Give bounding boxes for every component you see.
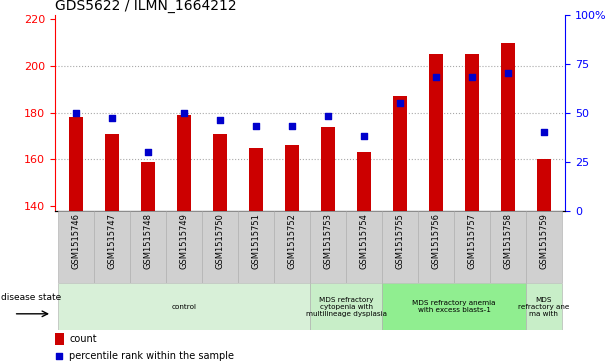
Bar <box>274 211 310 283</box>
Text: disease state: disease state <box>1 293 61 302</box>
Text: GSM1515747: GSM1515747 <box>108 213 117 269</box>
Bar <box>58 211 94 283</box>
Text: GSM1515746: GSM1515746 <box>72 213 81 269</box>
Bar <box>130 211 166 283</box>
Text: GSM1515751: GSM1515751 <box>252 213 261 269</box>
Text: MDS
refractory ane
ma with: MDS refractory ane ma with <box>518 297 570 317</box>
Bar <box>177 115 192 211</box>
Bar <box>202 211 238 283</box>
Text: GSM1515754: GSM1515754 <box>359 213 368 269</box>
Bar <box>69 117 83 211</box>
Text: count: count <box>69 334 97 344</box>
Point <box>287 123 297 129</box>
Point <box>55 353 64 359</box>
Bar <box>238 211 274 283</box>
Bar <box>537 159 551 211</box>
Point <box>71 110 81 115</box>
Text: GSM1515759: GSM1515759 <box>539 213 548 269</box>
Text: MDS refractory
cytopenia with
multilineage dysplasia: MDS refractory cytopenia with multilinea… <box>306 297 387 317</box>
Text: GSM1515748: GSM1515748 <box>143 213 153 269</box>
Bar <box>213 134 227 211</box>
Bar <box>55 333 64 345</box>
Text: GSM1515749: GSM1515749 <box>180 213 188 269</box>
Bar <box>310 211 346 283</box>
Point <box>323 114 333 119</box>
Point <box>539 129 549 135</box>
Bar <box>454 211 490 283</box>
Text: MDS refractory anemia
with excess blasts-1: MDS refractory anemia with excess blasts… <box>412 300 496 313</box>
Point <box>395 100 405 106</box>
Point <box>108 115 117 121</box>
Bar <box>346 211 382 283</box>
Bar <box>501 42 515 211</box>
Bar <box>526 283 562 330</box>
Text: GSM1515758: GSM1515758 <box>503 213 513 269</box>
Point <box>143 149 153 155</box>
Bar <box>382 283 526 330</box>
Text: control: control <box>171 304 197 310</box>
Text: GSM1515752: GSM1515752 <box>288 213 297 269</box>
Bar <box>382 211 418 283</box>
Bar <box>310 283 382 330</box>
Bar <box>321 127 335 211</box>
Bar <box>166 211 202 283</box>
Bar <box>418 211 454 283</box>
Point <box>431 74 441 80</box>
Point <box>179 110 189 115</box>
Text: GSM1515750: GSM1515750 <box>216 213 225 269</box>
Point <box>251 123 261 129</box>
Point <box>503 70 513 76</box>
Bar <box>357 152 371 211</box>
Bar <box>429 54 443 211</box>
Text: GSM1515755: GSM1515755 <box>395 213 404 269</box>
Point <box>215 118 225 123</box>
Bar <box>105 134 119 211</box>
Text: GDS5622 / ILMN_1664212: GDS5622 / ILMN_1664212 <box>55 0 237 13</box>
Bar <box>526 211 562 283</box>
Text: GSM1515756: GSM1515756 <box>432 213 440 269</box>
Bar <box>393 96 407 211</box>
Bar <box>249 147 263 211</box>
Bar <box>465 54 479 211</box>
Text: percentile rank within the sample: percentile rank within the sample <box>69 351 234 361</box>
Bar <box>285 145 299 211</box>
Point <box>467 74 477 80</box>
Text: GSM1515753: GSM1515753 <box>323 213 333 269</box>
Bar <box>490 211 526 283</box>
Point <box>359 133 369 139</box>
Bar <box>58 283 310 330</box>
Bar <box>141 162 156 211</box>
Bar <box>94 211 130 283</box>
Text: GSM1515757: GSM1515757 <box>468 213 477 269</box>
